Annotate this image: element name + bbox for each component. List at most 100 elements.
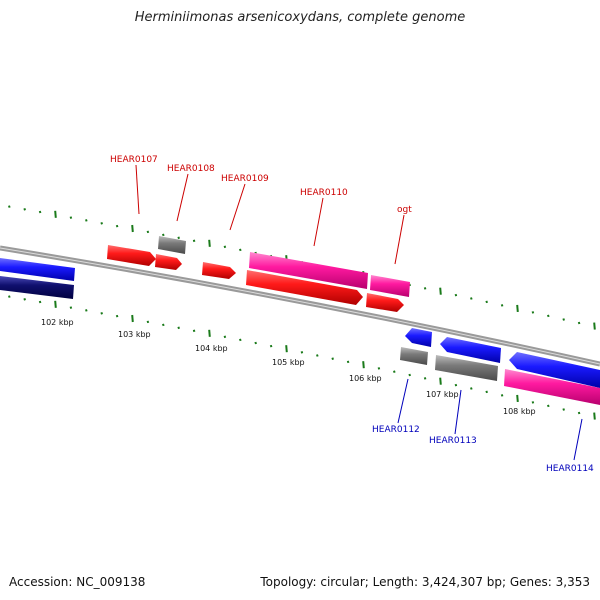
tick-minor: [100, 222, 103, 225]
tick-minor: [408, 373, 411, 377]
tick-minor: [485, 300, 488, 304]
tick-minor: [23, 208, 26, 211]
tick-minor: [393, 370, 396, 373]
gene-feature-hear0108[interactable]: [158, 236, 186, 254]
tick-minor: [239, 248, 242, 252]
gene-feature-gray-small[interactable]: [400, 347, 428, 365]
tick-row-bottom: [8, 295, 596, 420]
tick-major: [593, 322, 596, 330]
tick-minor: [192, 329, 196, 333]
tick-minor: [23, 298, 26, 301]
gene-feature-hear0108-arrow[interactable]: [155, 254, 182, 270]
gene-label-hear0108: HEAR0108: [167, 164, 215, 174]
tick-label: 105 kbp: [272, 358, 305, 367]
tick-minor: [531, 401, 535, 404]
tick-minor: [85, 219, 88, 222]
tick-label: 104 kbp: [195, 344, 228, 353]
callout-line: [454, 389, 462, 435]
tick-label: 108 kbp: [503, 407, 536, 416]
tick-label: 106 kbp: [349, 374, 382, 383]
tick-minor: [192, 239, 196, 243]
tick-minor: [316, 354, 319, 357]
tick-minor: [69, 306, 73, 309]
tick-minor: [85, 309, 88, 312]
gene-feature-pink-right[interactable]: [504, 369, 600, 405]
gene-label-hear0114: HEAR0114: [546, 464, 594, 474]
tick-minor: [269, 344, 273, 348]
tick-label: 102 kbp: [41, 318, 74, 327]
tick-minor: [454, 293, 458, 297]
callout-line: [135, 164, 140, 215]
tick-minor: [69, 216, 73, 219]
tick-minor: [8, 295, 11, 298]
tick-minor: [254, 341, 257, 345]
gene-feature-hear0110[interactable]: [249, 252, 368, 289]
gene-feature-blue[interactable]: [0, 258, 75, 281]
gene-feature-hear0113[interactable]: [435, 355, 498, 381]
tick-major: [131, 224, 134, 233]
gene-feature-hear0114[interactable]: [509, 352, 600, 388]
tick-minor: [177, 326, 180, 330]
gene-label-hear0113: HEAR0113: [429, 436, 477, 446]
tick-minor: [377, 367, 381, 370]
genome-backbone-inner: [0, 247, 600, 365]
tick-label: 103 kbp: [118, 330, 151, 339]
gene-feature-hear0107[interactable]: [107, 245, 156, 266]
accession-text: Accession: NC_009138: [9, 575, 146, 589]
tick-minor: [577, 411, 581, 415]
tick-minor: [470, 387, 473, 390]
tick-minor: [423, 377, 427, 380]
callout-line: [313, 197, 324, 247]
page-title: Herminiimonas arsenicoxydans, complete g…: [134, 10, 466, 25]
gene-feature-red-short[interactable]: [366, 293, 404, 312]
tick-minor: [531, 311, 535, 314]
tick-minor: [577, 321, 581, 325]
gene-feature-blue-2[interactable]: [440, 337, 501, 363]
tick-major: [54, 300, 57, 308]
gene-label-hear0107: HEAR0107: [110, 155, 158, 165]
tick-minor: [115, 314, 119, 318]
tick-minor: [547, 404, 550, 408]
tick-major: [208, 239, 211, 247]
tick-minor: [162, 233, 165, 237]
gene-feature-hear0109[interactable]: [202, 262, 236, 279]
tick-minor: [223, 335, 227, 339]
gene-label-hear0110: HEAR0110: [300, 188, 348, 198]
callout-line: [397, 378, 409, 424]
tick-label: 107 kbp: [426, 390, 459, 399]
tick-minor: [470, 297, 473, 300]
tick-minor: [331, 357, 334, 360]
callout-line: [176, 173, 189, 222]
tick-major: [439, 377, 442, 385]
tick-minor: [485, 390, 488, 394]
tick-minor: [239, 338, 242, 342]
tick-minor: [454, 383, 458, 387]
tick-minor: [423, 287, 427, 290]
callout-line: [573, 418, 583, 461]
tick-minor: [547, 314, 550, 318]
gene-feature-red-long[interactable]: [246, 270, 363, 305]
tick-minor: [162, 323, 165, 327]
gene-feature-navy[interactable]: [0, 276, 74, 299]
gene-feature-hear0112[interactable]: [405, 328, 432, 347]
gene-label-hear0109: HEAR0109: [221, 174, 269, 184]
tick-major: [439, 287, 442, 295]
tick-minor: [562, 318, 565, 321]
gene-label-ogt: ogt: [397, 205, 412, 215]
tick-minor: [115, 224, 119, 228]
tick-minor: [223, 245, 227, 249]
gene-feature-ogt[interactable]: [370, 275, 410, 297]
tick-major: [54, 210, 57, 218]
tick-minor: [177, 236, 180, 240]
tick-minor: [346, 360, 350, 364]
tick-minor: [500, 304, 504, 307]
tick-minor: [300, 351, 304, 354]
tick-minor: [146, 230, 150, 234]
tick-minor: [8, 205, 11, 208]
tick-major: [131, 314, 134, 323]
tick-minor: [146, 320, 150, 324]
tick-major: [362, 361, 365, 369]
tick-major: [285, 345, 288, 353]
tick-major: [516, 304, 519, 312]
